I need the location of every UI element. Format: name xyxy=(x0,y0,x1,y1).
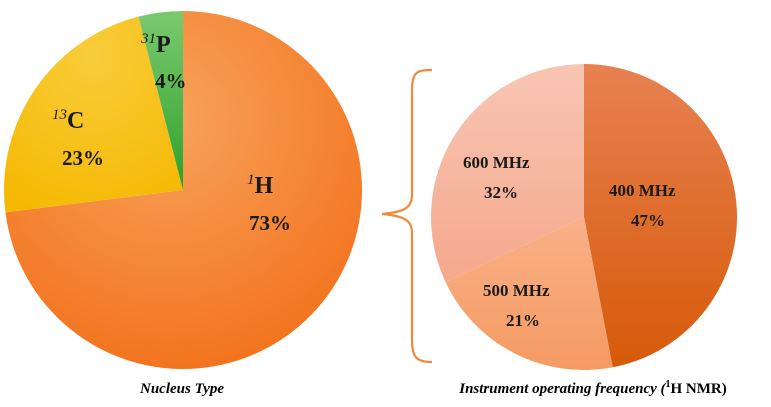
label-600mhz: 600 MHz xyxy=(463,153,530,172)
value-1h: 73% xyxy=(249,211,291,235)
label-31p: 31P xyxy=(140,31,171,58)
pie-slice-500mhz xyxy=(445,217,613,371)
label-500mhz: 500 MHz xyxy=(483,281,550,300)
label-400mhz: 400 MHz xyxy=(609,181,676,200)
pie-slice-1h xyxy=(5,11,362,369)
pie-slice-400mhz xyxy=(584,64,738,368)
pie-slice-13c xyxy=(3,16,184,213)
value-13c: 23% xyxy=(62,146,104,170)
value-600mhz: 32% xyxy=(484,183,518,202)
label-1h: 1H xyxy=(247,172,274,199)
frequency-pie xyxy=(431,64,738,371)
pie-slice-600mhz xyxy=(431,64,584,283)
value-400mhz: 47% xyxy=(631,211,665,230)
value-500mhz: 21% xyxy=(506,311,540,330)
pie-slice-31p xyxy=(138,11,183,190)
label-13c: 13C xyxy=(52,107,84,134)
brace-connector xyxy=(381,68,433,364)
nucleus-pie xyxy=(3,11,362,369)
caption-instrument-frequency: Instrument operating frequency (1H NMR) xyxy=(458,379,727,397)
caption-nucleus-type: Nucleus Type xyxy=(139,381,224,397)
value-31p: 4% xyxy=(155,69,187,93)
